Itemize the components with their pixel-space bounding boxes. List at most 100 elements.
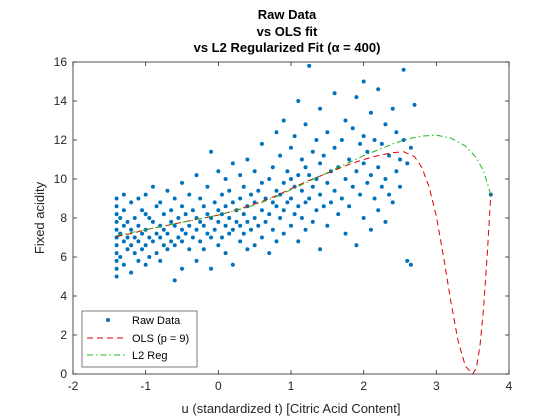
data-point [114,227,119,232]
data-point [172,196,177,201]
data-point [125,219,130,224]
data-point [194,258,199,263]
data-point [201,223,206,228]
data-point [198,239,203,244]
data-point [318,192,323,197]
y-tick-label: 16 [54,55,68,69]
data-point [332,145,337,150]
data-point [383,122,388,127]
data-point [161,227,166,232]
data-point [332,188,337,193]
data-point [281,180,286,185]
data-point [219,192,224,197]
data-point [281,208,286,213]
data-point [249,227,254,232]
data-point [227,231,232,236]
data-point [165,231,170,236]
data-point [256,223,261,228]
data-point [219,212,224,217]
data-point [390,200,395,205]
data-point [230,161,235,166]
chart-title-line-3: vs L2 Regularized Fit (α = 400) [194,40,381,55]
data-point [114,266,119,271]
data-point [263,219,268,224]
data-point [307,196,312,201]
data-point [227,216,232,220]
data-point [361,161,366,166]
data-point [136,239,141,244]
data-point [223,177,228,181]
data-point [172,223,177,228]
data-point [147,235,152,240]
data-point [154,251,159,256]
data-point [387,192,392,197]
data-point [394,130,399,135]
data-point [114,196,119,201]
data-point [285,169,290,174]
data-point [114,243,119,248]
data-point [350,126,355,131]
data-point [321,153,326,158]
data-point [140,231,145,236]
data-point [252,216,257,220]
data-point [289,223,293,228]
data-point [121,223,126,228]
legend-label-l2: L2 Reg [132,350,167,362]
x-tick-label: 1 [288,379,295,393]
data-point [325,130,330,135]
fit-lines [116,134,492,375]
data-point [176,216,181,220]
data-point [125,247,130,252]
data-point [343,177,348,181]
data-point [310,184,315,189]
data-point [238,223,243,228]
data-point [190,208,195,213]
data-point [303,200,308,205]
data-point [132,251,137,256]
data-point [299,216,304,220]
data-point [259,208,264,213]
data-point [223,251,228,256]
data-point [249,192,254,197]
data-point [256,188,261,193]
data-point [350,184,355,189]
data-point [361,216,366,220]
data-point [223,204,228,209]
data-point [281,231,286,236]
data-point [169,239,174,244]
y-tick-label: 8 [60,211,67,225]
data-point [205,212,210,217]
data-point [365,180,370,185]
data-point [154,204,159,209]
data-point [379,141,384,146]
data-point [412,102,417,107]
x-tick-label: 3 [433,379,440,393]
data-point [376,165,381,170]
data-point [303,122,308,127]
data-point [129,227,134,232]
data-point [358,141,363,146]
data-point [219,235,224,240]
data-point [289,196,293,201]
data-point [401,67,406,72]
x-tick-label: -2 [68,379,79,393]
data-point [267,212,272,217]
data-point [398,157,402,162]
data-point [187,192,192,197]
data-point [343,118,348,123]
data-point [150,219,155,224]
data-point [125,235,130,240]
data-point [383,177,388,181]
data-point [143,262,148,267]
data-point [180,180,184,185]
data-point [245,219,250,224]
data-point [216,243,221,248]
chart-title-line-1: Raw Data [258,7,317,22]
data-point [136,223,141,228]
data-point [118,216,123,220]
data-point [314,138,319,142]
data-point [158,258,163,263]
data-point [209,235,214,240]
data-point [343,231,348,236]
